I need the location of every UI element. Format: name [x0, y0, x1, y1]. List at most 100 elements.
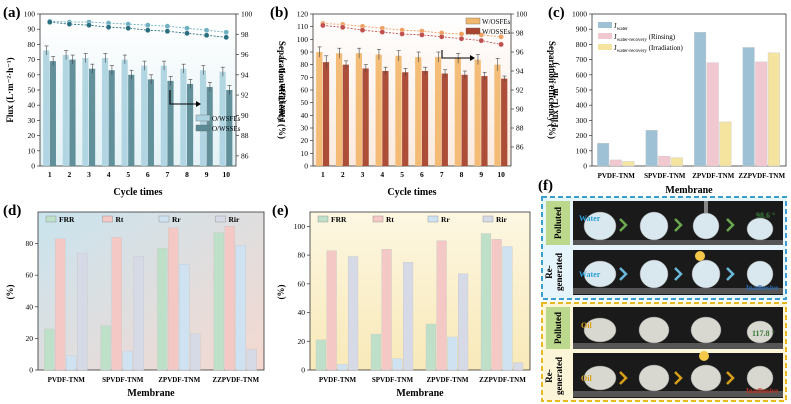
bar [658, 155, 671, 167]
panel-a-label: (a) [3, 5, 21, 21]
y-tick-label: 400 [576, 101, 588, 110]
x-tick-label: 6 [420, 170, 424, 179]
bar [337, 364, 348, 371]
bar [402, 72, 409, 166]
bar [767, 52, 780, 167]
efficiency-point [203, 32, 210, 39]
y-tick-label: 60 [28, 70, 36, 79]
legend-swatch-irradiation [598, 44, 612, 50]
y-tick-label: 0 [304, 162, 308, 171]
bar [122, 350, 133, 371]
chevron-right-icon [619, 218, 628, 232]
y-tick-label: 110 [297, 22, 308, 31]
y-tick-label: 40 [28, 101, 36, 110]
efficiency-point [144, 22, 151, 28]
x-tick-label: 4 [107, 170, 111, 179]
bar [502, 246, 513, 371]
y-tick-label: 300 [576, 116, 588, 125]
efficiency-point [223, 29, 229, 36]
efficiency-point [399, 31, 405, 37]
legend-swatch [317, 215, 329, 223]
x-tick-label: ZPVDF-TNM [427, 376, 469, 384]
bar [326, 250, 337, 371]
photo-side-label-bg [546, 307, 570, 349]
bar [160, 65, 167, 166]
panel-b-marks: 0102030405060708090100110120868890929496… [297, 10, 528, 180]
x-tick-label: 5 [126, 170, 130, 179]
bar [77, 252, 88, 371]
bar [342, 64, 349, 166]
panel-c-xlabel: Membrane [665, 185, 713, 196]
bar [425, 323, 436, 371]
bar [213, 232, 224, 371]
legend-swatch-owsfes [195, 114, 211, 122]
droplet-substrate [573, 240, 783, 245]
photo-side-label-bg [546, 201, 570, 245]
bar [62, 55, 69, 166]
y-right-tick-label: 92 [241, 91, 249, 100]
bar [454, 58, 461, 167]
efficiency-point [223, 34, 229, 41]
y-right-tick-label: 98 [241, 30, 249, 39]
y-tick-label: 700 [576, 55, 588, 64]
efficiency-point [184, 30, 190, 37]
x-tick-label: 6 [146, 170, 150, 179]
y-tick-label: 80 [298, 251, 306, 260]
y-tick-label: 0 [583, 162, 587, 171]
panel-d-ylabel: (%) [5, 285, 15, 300]
water-droplet [691, 259, 721, 289]
bar [179, 263, 190, 371]
panel-a-legend: O/WSFEs O/WSSEs [169, 90, 241, 133]
liquid-label-water: Water [579, 270, 601, 279]
y-tick-label: 100 [297, 35, 309, 44]
y-tick-label: 70 [28, 55, 36, 64]
panel-a-ylabel-right: Separation efficiency (%) [277, 41, 287, 139]
x-tick-label: PVDF-TNM [319, 376, 357, 384]
efficiency-point [144, 27, 151, 34]
droplet-sequence-polluted: Water 98.6 ° [573, 201, 783, 245]
y-right-tick-label: 86 [241, 151, 249, 160]
bar [403, 262, 414, 371]
bar [167, 80, 174, 166]
legend-swatch-owsses [195, 124, 211, 132]
bar [481, 76, 488, 166]
y-tick-label: 120 [297, 10, 309, 19]
status-label: Inadhesive [746, 387, 778, 395]
panel-c-marks: 0 100 200 300 400 500 600 700 800 900 1000 PVDF-TNM… [572, 10, 785, 181]
y-tick-label: 80 [26, 239, 34, 248]
water-droplet [583, 211, 617, 241]
bar [49, 61, 56, 167]
bar [375, 54, 382, 166]
x-tick-label: 7 [440, 170, 444, 179]
legend-label-irradiation: Jwater-recovery (Irradiation) [614, 44, 684, 54]
bar [82, 58, 89, 166]
panel-e-marks: 0 20 40 60 80 100 PVDF-TNM SPVDF-TNM ZPVDF-TNM ZZ… [294, 222, 526, 384]
contact-angle-label: 98.6 ° [756, 211, 775, 220]
sun-icon [699, 351, 709, 361]
panel-c-ylabel: Flux (L·m⁻²·h⁻¹) [550, 62, 560, 127]
panel-e-xlabel: Membrane [396, 388, 444, 399]
legend-arrowhead [470, 55, 475, 61]
y-right-tick-label: 94 [516, 67, 524, 76]
bar [147, 79, 154, 166]
bar [381, 249, 392, 371]
legend-arrowhead [196, 101, 201, 107]
panel-f-label: (f) [538, 178, 553, 194]
y-right-tick-label: 90 [241, 111, 249, 120]
bar [370, 333, 381, 371]
chevron-right-icon [726, 371, 735, 385]
photo-side-label-polluted: Polluted [553, 207, 563, 239]
bar [434, 57, 442, 166]
y-right-tick-label: 88 [516, 124, 524, 133]
bar [447, 336, 458, 371]
bar [441, 73, 448, 166]
bar [494, 64, 501, 166]
chevron-right-icon [619, 371, 628, 385]
panel-c: (c) Flux (L·m⁻²·h⁻¹) Membrane 0 100 200 300… [548, 5, 787, 196]
legend-label-owsfes: O/WSFEs [212, 115, 241, 123]
panel-e: (e) (%) Membrane 0 20 40 60 80 100 PVDF-TNM SPV… [272, 203, 531, 399]
efficiency-point [478, 37, 485, 44]
droplet-substrate [573, 391, 783, 397]
panel-b-label: (b) [270, 5, 288, 21]
x-tick-label: PVDF-TNM [598, 172, 636, 180]
